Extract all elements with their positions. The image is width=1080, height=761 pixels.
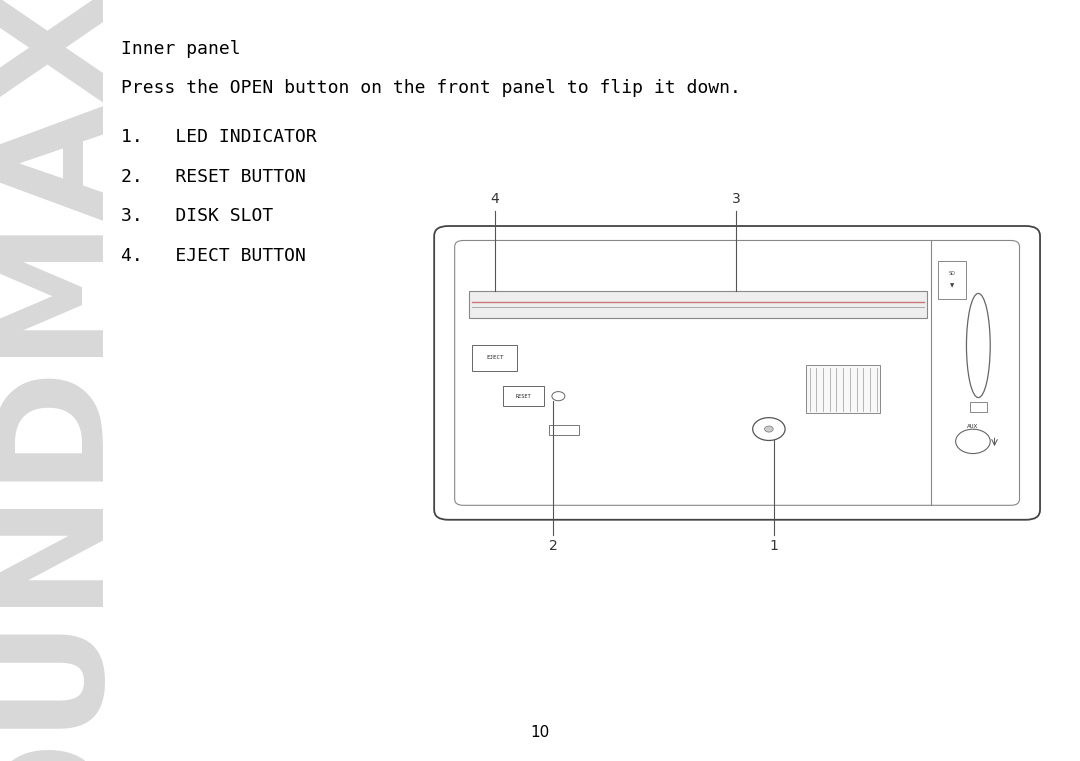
Text: 4: 4	[490, 193, 499, 206]
Text: AUX: AUX	[968, 424, 978, 428]
Bar	[549, 425, 579, 435]
Text: 1: 1	[770, 540, 779, 553]
Text: SD: SD	[949, 272, 956, 276]
Text: 4.   EJECT BUTTON: 4. EJECT BUTTON	[121, 247, 306, 265]
Bar	[472, 345, 517, 371]
FancyBboxPatch shape	[455, 240, 1020, 505]
Text: 10: 10	[530, 724, 550, 740]
FancyBboxPatch shape	[434, 226, 1040, 520]
Text: RESET: RESET	[516, 393, 531, 399]
Circle shape	[956, 429, 990, 454]
Circle shape	[765, 426, 773, 432]
Text: 1.   LED INDICATOR: 1. LED INDICATOR	[121, 128, 316, 146]
Circle shape	[552, 392, 565, 401]
Text: 2.   RESET BUTTON: 2. RESET BUTTON	[121, 167, 306, 186]
Bar	[503, 386, 544, 406]
Bar	[939, 260, 967, 299]
Text: 3.   DISK SLOT: 3. DISK SLOT	[121, 207, 273, 225]
Circle shape	[753, 418, 785, 441]
Text: SOUNDMAX: SOUNDMAX	[0, 0, 124, 761]
Text: 2: 2	[549, 540, 557, 553]
Bar	[970, 402, 987, 412]
Ellipse shape	[967, 294, 990, 397]
Bar	[469, 291, 928, 318]
Text: Inner panel: Inner panel	[121, 40, 241, 59]
Text: EJECT: EJECT	[486, 355, 503, 360]
Text: 3: 3	[731, 193, 740, 206]
Text: Press the OPEN button on the front panel to flip it down.: Press the OPEN button on the front panel…	[121, 78, 741, 97]
Bar	[807, 365, 880, 413]
Text: ▼: ▼	[950, 283, 955, 288]
